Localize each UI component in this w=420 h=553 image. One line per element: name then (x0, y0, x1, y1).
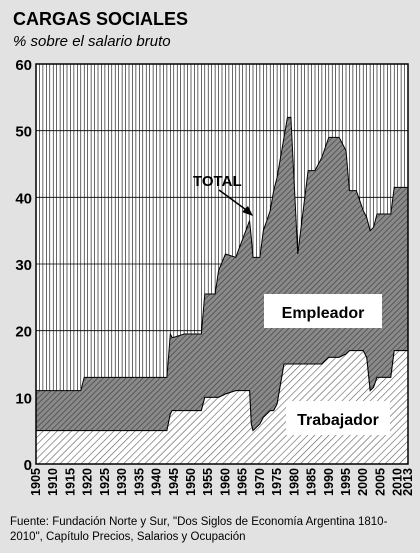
x-tick-label: 1905 (29, 468, 43, 496)
x-tick-label: 1965 (236, 468, 250, 496)
empleador-label: Empleador (282, 305, 365, 322)
y-tick-label: 10 (15, 390, 32, 407)
x-tick-label: 1935 (132, 468, 146, 496)
x-tick-label: 1990 (322, 468, 336, 496)
x-tick-label: 1910 (46, 468, 60, 496)
x-tick-label: 1920 (81, 468, 95, 496)
trabajador-label: Trabajador (297, 412, 379, 429)
x-tick-label: 1915 (63, 468, 77, 496)
x-tick-label: 2013 (401, 468, 415, 496)
total-label: TOTAL (193, 173, 242, 190)
y-tick-label: 40 (15, 190, 32, 207)
x-tick-label: 1995 (339, 468, 353, 496)
plot-frame (35, 63, 409, 465)
trabajador-label-box (286, 401, 390, 435)
area-layer (35, 116, 409, 465)
x-tick-label: 1940 (150, 468, 164, 496)
x-tick-label: 1980 (287, 468, 301, 496)
x-tick-label: 1950 (184, 468, 198, 496)
y-tick-label: 30 (15, 257, 32, 274)
y-tick-label: 20 (15, 324, 32, 341)
y-tick-label: 60 (15, 57, 32, 74)
x-tick-label: 2010 (391, 468, 405, 496)
source-note: Fuente: Fundación Norte y Sur, "Dos Sigl… (10, 516, 388, 543)
annotations: TOTAL Empleador Trabajador (193, 173, 390, 435)
x-tick-label: 1985 (305, 468, 319, 496)
series-trabajador-area (35, 350, 409, 465)
x-tick-label: 1970 (253, 468, 267, 496)
x-tick-label: 1930 (115, 468, 129, 496)
x-tick-label: 1945 (167, 468, 181, 496)
y-tick-label: 50 (15, 124, 32, 141)
total-arrow-line (218, 189, 250, 213)
x-tick-label: 2005 (373, 468, 387, 496)
x-tick-label: 1975 (270, 468, 284, 496)
total-arrow-head (242, 206, 253, 216)
x-tick-label: 1925 (98, 468, 112, 496)
chart-subtitle: % sobre el salario bruto (13, 33, 171, 50)
y-tick-label: 0 (24, 457, 32, 474)
x-tick-label: 2000 (356, 468, 370, 496)
chart-title: CARGAS SOCIALES (13, 9, 189, 29)
empleador-label-box (264, 294, 382, 328)
x-tick-label: 1955 (201, 468, 215, 496)
axes: 0 10 20 30 40 50 60 1905 1910 1915 1920 1925 1930 193… (15, 57, 415, 496)
x-tick-label: 1960 (218, 468, 232, 496)
